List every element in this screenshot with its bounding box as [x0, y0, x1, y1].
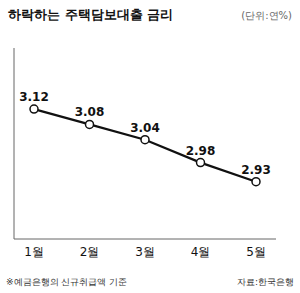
svg-text:2월: 2월: [80, 245, 100, 259]
svg-text:2.98: 2.98: [186, 144, 216, 158]
html-text:자료:한국은행: 자료:한국은행: [237, 277, 294, 287]
svg-text:3.04: 3.04: [130, 121, 160, 135]
svg-text:3월: 3월: [135, 245, 155, 259]
html-text:(단위:연%): (단위:연%): [241, 10, 292, 21]
svg-text:4월: 4월: [191, 245, 211, 259]
svg-text:3.12: 3.12: [19, 90, 49, 104]
svg-text:2.93: 2.93: [241, 163, 271, 177]
svg-text:3.08: 3.08: [75, 105, 105, 119]
html-text:※예금은행의 신규취급액 기준: ※예금은행의 신규취급액 기준: [6, 277, 128, 287]
svg-text:5월: 5월: [246, 245, 266, 259]
svg-text:1월: 1월: [24, 245, 44, 259]
html-text:하락하는 주택담보대출 금리: 하락하는 주택담보대출 금리: [8, 7, 174, 22]
